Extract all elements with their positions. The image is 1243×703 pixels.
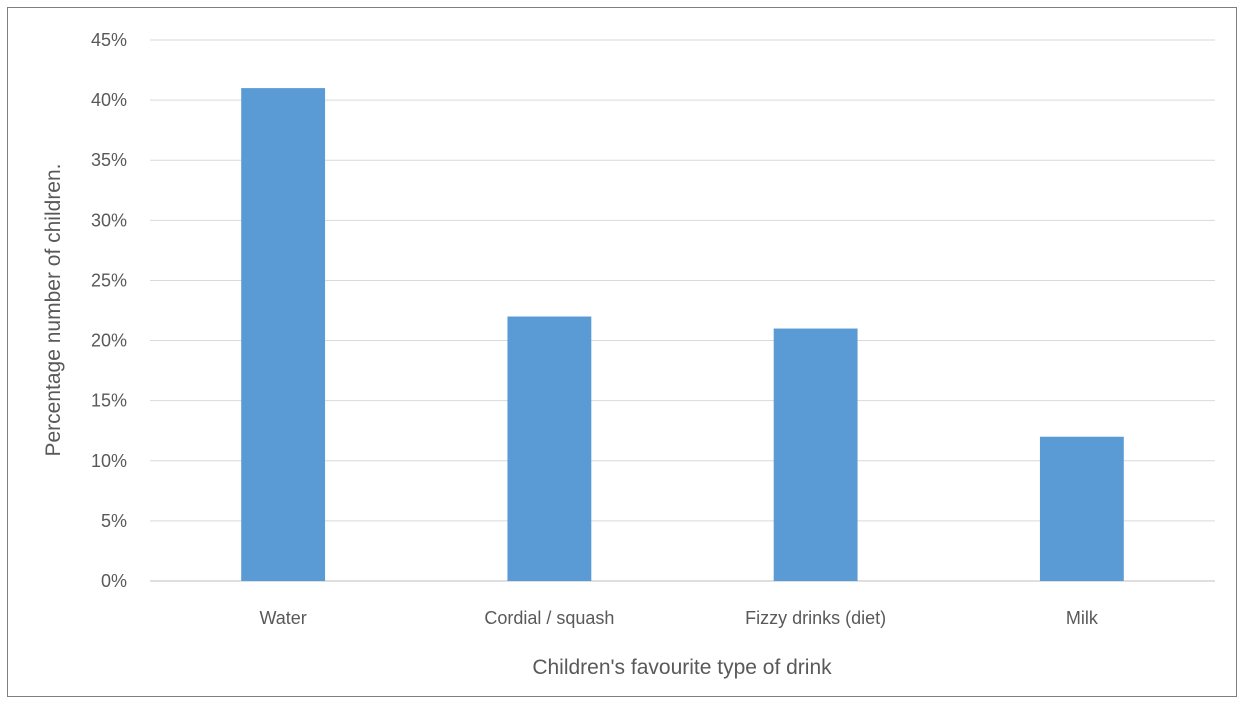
bar-fizzy-drinks-diet <box>773 328 858 581</box>
y-tick-label: 10% <box>91 451 127 471</box>
y-tick-label: 15% <box>91 391 127 411</box>
y-tick-label: 25% <box>91 270 127 290</box>
y-tick-label: 20% <box>91 331 127 351</box>
y-tick-label: 40% <box>91 90 127 110</box>
bars <box>241 88 1124 581</box>
bar-water <box>241 88 326 581</box>
gridlines <box>150 39 1215 582</box>
y-tick-label: 30% <box>91 210 127 230</box>
x-tick-label: Water <box>259 608 306 628</box>
y-axis-title: Percentage number of children. <box>42 163 65 456</box>
bar-milk <box>1039 436 1124 581</box>
x-tick-label: Milk <box>1066 608 1099 628</box>
chart-frame <box>7 7 1237 697</box>
x-axis-title: Children's favourite type of drink <box>532 656 832 679</box>
y-tick-label: 5% <box>101 511 127 531</box>
x-tick-label: Cordial / squash <box>484 608 614 628</box>
y-tick-label: 45% <box>91 30 127 50</box>
x-tick-label: Fizzy drinks (diet) <box>745 608 886 628</box>
y-axis-ticks: 0% 5% 10% 15% 20% 25% 30% 35% 40% 45% <box>91 30 127 591</box>
x-axis-ticks: Water Cordial / squash Fizzy drinks (diet)… <box>259 608 1098 628</box>
y-tick-label: 0% <box>101 571 127 591</box>
y-tick-label: 35% <box>91 150 127 170</box>
bar-cordial-squash <box>507 316 592 581</box>
